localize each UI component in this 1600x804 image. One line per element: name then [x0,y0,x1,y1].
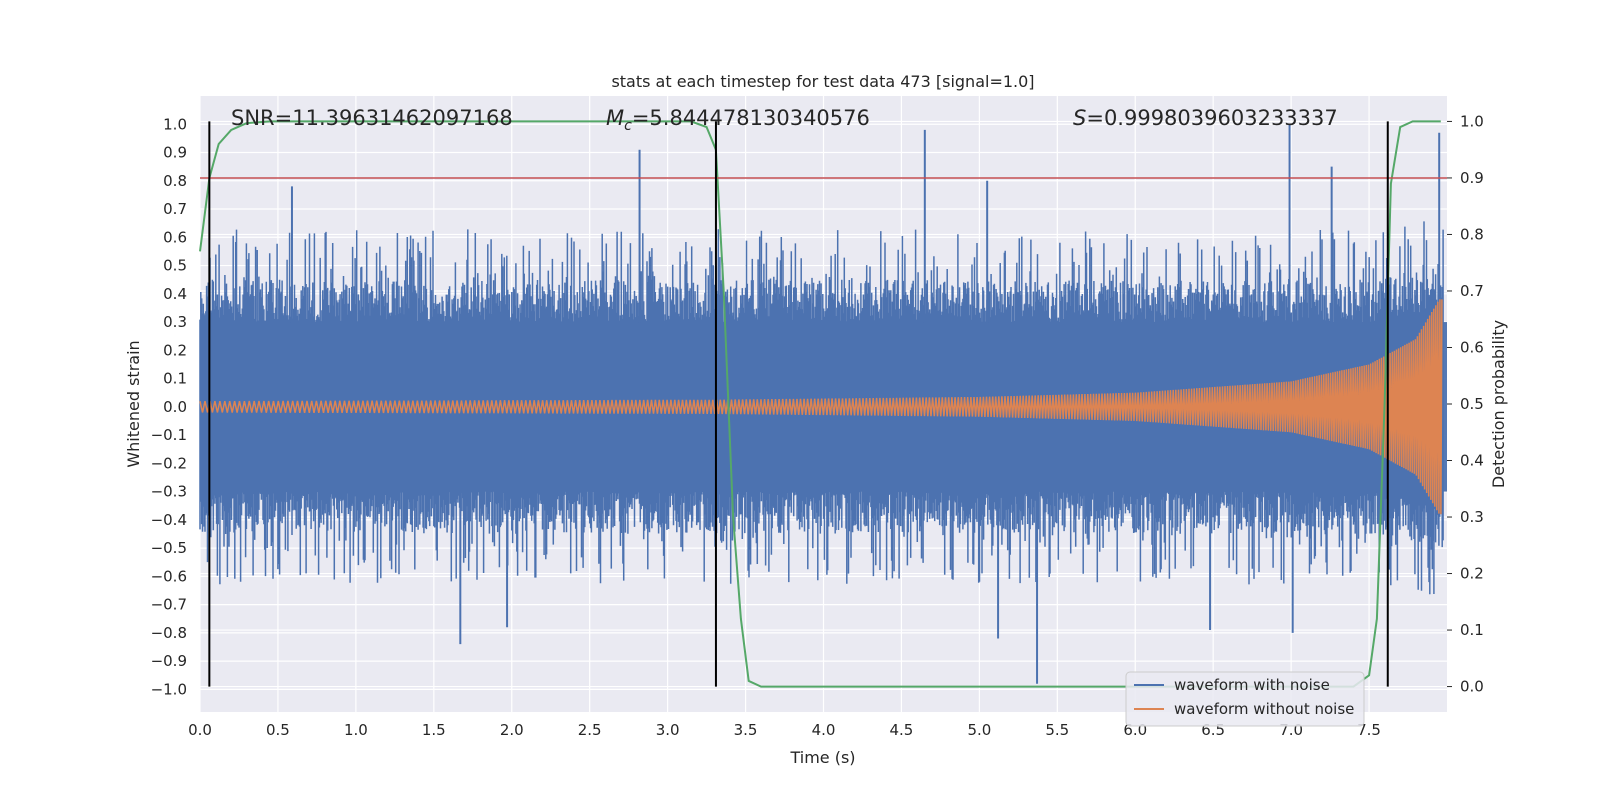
legend-label-noisy: waveform with noise [1174,676,1330,694]
legend-box [1125,671,1365,727]
clean-waveform-line [199,299,1443,515]
y2-tick-label: 1.0 [1460,112,1484,130]
vertical-lines-layer [208,121,1389,687]
y-tick-label: −0.8 [151,624,187,642]
y-tick-label: −0.6 [151,567,187,585]
legend-label-clean: waveform without noise [1174,700,1354,718]
y-tick-label: 0.2 [163,341,187,359]
y2-tick-label: 0.7 [1460,282,1484,300]
x-tick-label: 2.5 [578,721,602,739]
y2-tick-label: 0.0 [1460,678,1484,696]
y2-tick-label: 0.8 [1460,225,1484,243]
x-axis-label: Time (s) [789,748,855,767]
y-tick-label: 0.7 [163,200,187,218]
y-tick-label: −0.5 [151,539,187,557]
y-tick-label: 0.6 [163,228,187,246]
x-tick-label: 3.5 [734,721,758,739]
x-tick-label: 1.5 [422,721,446,739]
s-statistic-value: =0.9998039603233337 [1086,106,1337,130]
x-tick-label: 5.5 [1045,721,1069,739]
x-tick-label: 2.0 [500,721,524,739]
y-ticks-layer: 1.0 0.9 0.8 0.7 0.6 0.5 0.4 0.3 0.2 0.1 0.0 −0.1 −0.… [151,115,187,698]
chart-title: stats at each timestep for test data 473… [611,72,1034,91]
y2-tick-label: 0.2 [1460,565,1484,583]
snr-annotation: SNR=11.39631462097168 [231,106,513,130]
x-tick-label: 4.0 [812,721,836,739]
chirp-mass-subscript: c [624,118,632,134]
y-tick-label: −0.1 [151,426,187,444]
y-axis-label: Whitened strain [124,340,143,467]
chirp-mass-symbol: M [606,106,624,130]
y-tick-label: 0.0 [163,398,187,416]
y2-tick-label: 0.3 [1460,508,1484,526]
y2-ticks-layer: 1.0 0.9 0.8 0.7 0.6 0.5 0.4 0.3 0.2 0.1 0.0 [1447,112,1484,696]
x-tick-label: 1.0 [344,721,368,739]
y2-tick-label: 0.6 [1460,338,1484,356]
y2-tick-label: 0.4 [1460,452,1484,470]
y-tick-label: 0.4 [163,285,187,303]
y-tick-label: −0.7 [151,596,187,614]
y-tick-label: −0.2 [151,454,187,472]
y-tick-label: 0.3 [163,313,187,331]
s-statistic-annotation: S=0.9998039603233337 [1073,106,1338,130]
x-tick-label: 4.5 [890,721,914,739]
chirp-mass-annotation: Mc=5.844478130340576 [606,106,870,134]
y-tick-label: 0.8 [163,172,187,190]
y-tick-label: −0.9 [151,652,187,670]
y2-axis-label: Detection probability [1489,320,1508,488]
y-tick-label: −0.4 [151,511,187,529]
x-tick-label: 0.0 [188,721,212,739]
clean-waveform-layer [199,299,1443,515]
legend: waveform with noise waveform without noi… [1125,671,1365,727]
x-tick-label: 3.0 [656,721,680,739]
x-tick-label: 7.5 [1357,721,1381,739]
y-tick-label: −0.3 [151,483,187,501]
y-tick-label: 0.1 [163,370,187,388]
x-tick-label: 5.0 [967,721,991,739]
y2-tick-label: 0.9 [1460,169,1484,187]
y2-tick-label: 0.5 [1460,395,1484,413]
y2-tick-label: 0.1 [1460,621,1484,639]
chirp-mass-value: =5.844478130340576 [632,106,870,130]
y-tick-label: 0.5 [163,257,187,275]
x-tick-label: 0.5 [266,721,290,739]
y-tick-label: 0.9 [163,144,187,162]
y-tick-label: −1.0 [151,680,187,698]
y-tick-label: 1.0 [163,115,187,133]
s-statistic-symbol: S [1073,106,1086,130]
